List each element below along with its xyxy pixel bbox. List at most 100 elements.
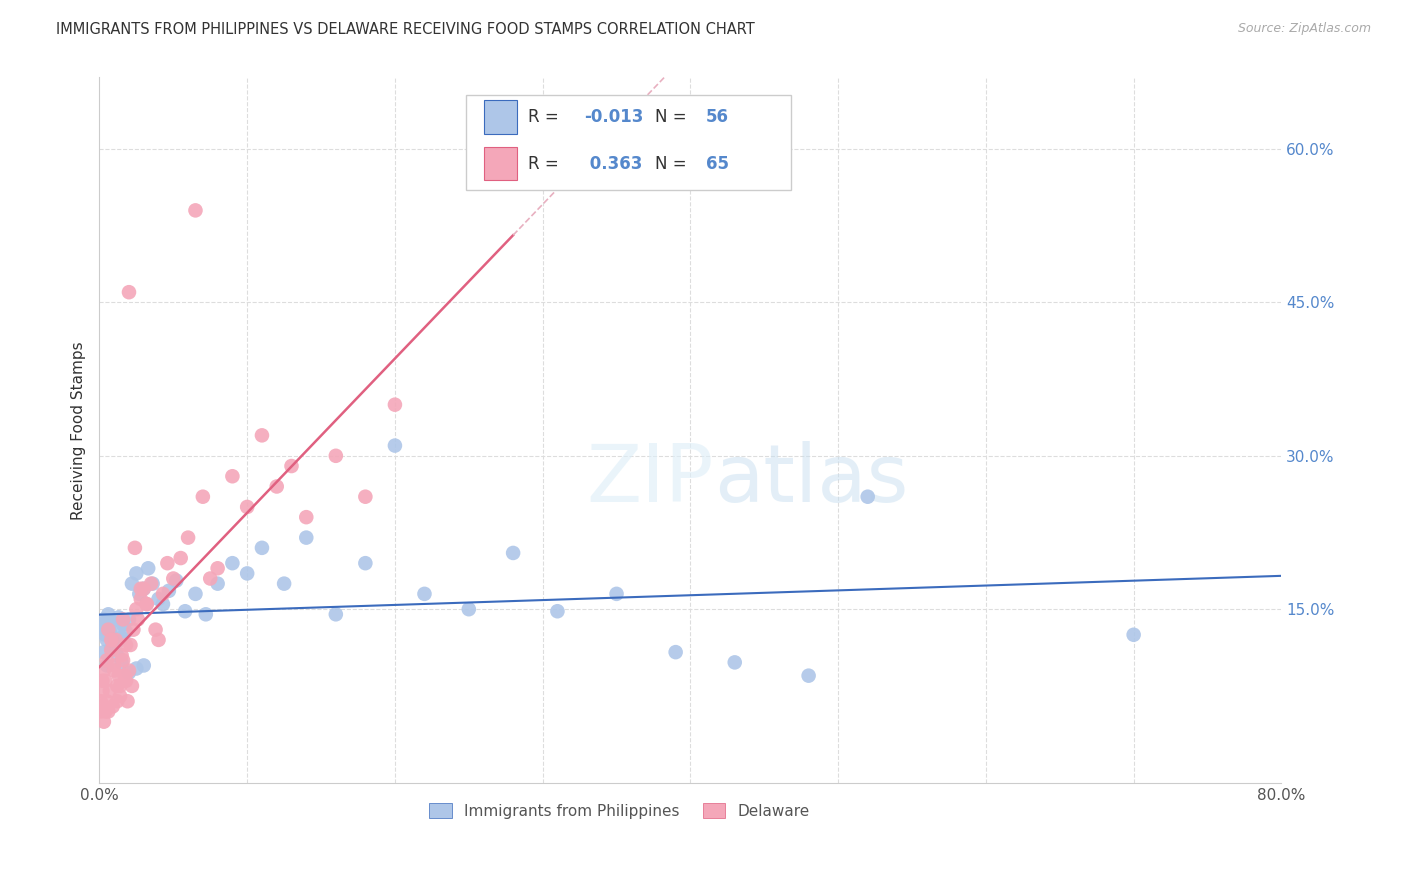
Point — [184, 587, 207, 601]
Point — [266, 479, 288, 493]
Point — [105, 679, 128, 693]
Point — [457, 602, 479, 616]
Point — [145, 623, 167, 637]
Point — [105, 635, 128, 649]
Point — [177, 531, 200, 545]
Point — [250, 541, 273, 555]
Point — [156, 556, 179, 570]
Point — [1122, 628, 1144, 642]
Point — [502, 546, 524, 560]
Point — [142, 576, 165, 591]
Point — [110, 656, 132, 670]
Point — [165, 574, 187, 588]
Point — [125, 602, 148, 616]
Point — [148, 591, 170, 606]
Text: R =: R = — [529, 108, 564, 127]
Point — [129, 591, 152, 606]
Point — [108, 679, 131, 693]
Point — [97, 705, 120, 719]
Point — [93, 612, 115, 626]
Point — [101, 638, 124, 652]
Legend: Immigrants from Philippines, Delaware: Immigrants from Philippines, Delaware — [423, 797, 815, 825]
Point — [200, 572, 222, 586]
Text: atlas: atlas — [714, 441, 908, 518]
Point — [194, 607, 217, 622]
Point — [98, 684, 121, 698]
Point — [94, 705, 117, 719]
Point — [207, 561, 229, 575]
Point — [112, 617, 135, 632]
FancyBboxPatch shape — [484, 146, 516, 180]
Point — [96, 632, 118, 647]
Point — [118, 664, 141, 678]
Point — [121, 576, 143, 591]
Point — [724, 656, 747, 670]
Point — [105, 694, 128, 708]
Point — [273, 576, 295, 591]
Point — [207, 576, 229, 591]
Point — [280, 458, 302, 473]
Text: IMMIGRANTS FROM PHILIPPINES VS DELAWARE RECEIVING FOOD STAMPS CORRELATION CHART: IMMIGRANTS FROM PHILIPPINES VS DELAWARE … — [56, 22, 755, 37]
Point — [606, 587, 628, 601]
Point — [118, 665, 141, 680]
Point — [141, 576, 163, 591]
Point — [191, 490, 214, 504]
Point — [856, 490, 879, 504]
Text: 56: 56 — [706, 108, 728, 127]
Point — [135, 597, 157, 611]
Point — [157, 583, 180, 598]
Point — [112, 653, 135, 667]
Point — [100, 643, 122, 657]
Point — [115, 673, 138, 688]
Point — [100, 615, 122, 629]
Point — [136, 561, 159, 575]
Point — [384, 439, 406, 453]
Point — [125, 661, 148, 675]
Point — [114, 668, 136, 682]
Point — [96, 658, 118, 673]
Point — [93, 645, 115, 659]
Point — [100, 641, 122, 656]
FancyBboxPatch shape — [465, 95, 792, 190]
Text: -0.013: -0.013 — [583, 108, 644, 127]
Point — [96, 653, 118, 667]
Point — [118, 612, 141, 626]
Point — [162, 572, 184, 586]
Point — [96, 694, 118, 708]
Point — [115, 624, 138, 639]
Point — [100, 632, 122, 647]
Point — [122, 623, 145, 637]
Point — [110, 648, 132, 663]
Point — [236, 566, 259, 581]
Point — [184, 203, 207, 218]
Point — [94, 628, 117, 642]
Point — [101, 699, 124, 714]
Point — [127, 612, 149, 626]
Point — [129, 582, 152, 596]
Point — [94, 673, 117, 688]
Point — [135, 597, 157, 611]
Point — [93, 664, 115, 678]
Point — [120, 638, 142, 652]
Y-axis label: Receiving Food Stamps: Receiving Food Stamps — [72, 341, 86, 519]
Point — [413, 587, 436, 601]
Text: 65: 65 — [706, 155, 728, 173]
Point — [325, 607, 347, 622]
Point — [236, 500, 259, 514]
Point — [148, 632, 170, 647]
Point — [546, 604, 568, 618]
Point — [295, 531, 318, 545]
Point — [295, 510, 318, 524]
Point — [152, 587, 174, 601]
Point — [132, 658, 155, 673]
FancyBboxPatch shape — [484, 100, 516, 134]
Point — [250, 428, 273, 442]
Point — [105, 648, 128, 663]
Point — [112, 612, 135, 626]
Point — [384, 398, 406, 412]
Point — [91, 673, 114, 688]
Point — [174, 604, 197, 618]
Point — [665, 645, 688, 659]
Text: ZIP: ZIP — [586, 441, 714, 518]
Point — [110, 631, 132, 645]
